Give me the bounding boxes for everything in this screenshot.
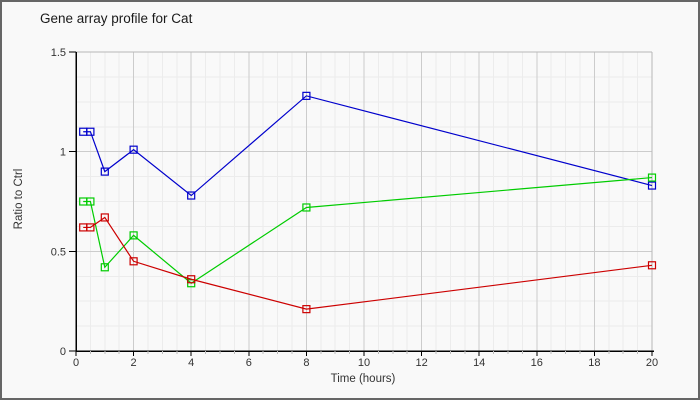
data-point-marker-blue xyxy=(647,181,657,190)
data-point-marker-green xyxy=(86,197,95,206)
data-point-marker-blue xyxy=(187,191,196,200)
data-point-marker-red xyxy=(86,223,95,232)
chart-title: Gene array profile for Cat xyxy=(40,11,193,26)
x-tick-label: 18 xyxy=(588,357,600,369)
x-tick-label: 4 xyxy=(188,357,194,369)
series-red xyxy=(79,213,657,314)
y-tick-label: 0 xyxy=(60,346,66,358)
series-line-blue xyxy=(83,95,653,197)
ticks xyxy=(69,51,653,356)
y-tick-label: 0.5 xyxy=(51,246,66,258)
axes xyxy=(75,52,654,352)
x-tick-label: 14 xyxy=(473,357,485,369)
x-tick-label: 10 xyxy=(358,357,370,369)
data-point-marker-red xyxy=(187,275,196,284)
x-tick-label: 8 xyxy=(303,357,309,369)
data-point-marker-green xyxy=(129,231,138,240)
series-blue xyxy=(79,91,657,200)
series-line-green xyxy=(83,176,653,284)
data-point-marker-red xyxy=(129,257,138,266)
x-tick-label: 16 xyxy=(531,357,543,369)
x-tick-label: 0 xyxy=(73,357,79,369)
x-tick-label: 2 xyxy=(131,357,137,369)
data-point-marker-red xyxy=(302,305,311,314)
y-tick-label: 1.5 xyxy=(51,47,66,59)
data-point-marker-blue xyxy=(302,91,311,100)
data-point-marker-red xyxy=(100,213,109,222)
x-tick-label: 12 xyxy=(415,357,427,369)
series-group xyxy=(79,91,657,314)
data-point-marker-blue xyxy=(86,127,95,136)
series-line-red xyxy=(83,216,653,310)
y-tick-label: 1 xyxy=(60,147,66,159)
grid-major xyxy=(76,51,653,351)
data-point-marker-red xyxy=(647,261,657,270)
data-point-marker-green xyxy=(647,173,657,182)
x-tick-label: 6 xyxy=(246,357,252,369)
x-axis-title: Time (hours) xyxy=(330,373,396,385)
data-point-marker-green xyxy=(100,263,109,272)
data-point-marker-blue xyxy=(129,145,138,154)
series-green xyxy=(79,173,657,288)
x-tick-label: 20 xyxy=(646,357,658,369)
tick-labels: 0 2 4 6 8 10 12 14 16 18 20 0 0.5 1 1.5 xyxy=(51,47,658,369)
data-point-marker-green xyxy=(302,203,311,212)
data-point-marker-blue xyxy=(100,167,109,176)
